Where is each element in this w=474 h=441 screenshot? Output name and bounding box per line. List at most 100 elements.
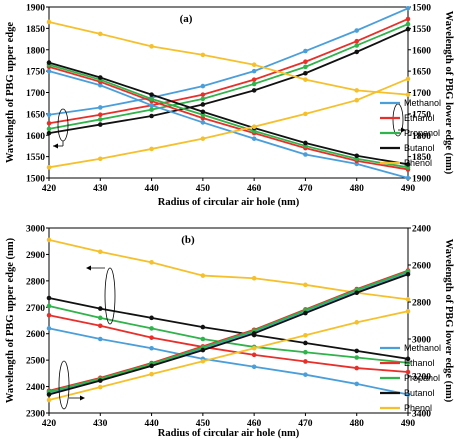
x-tick-label: 470	[298, 184, 313, 194]
y-right-tick-label: 1500	[412, 4, 431, 14]
data-point-phenol-left	[149, 260, 154, 265]
data-point-butanol-left	[97, 122, 103, 127]
legend-label-methanol: Methanol	[404, 98, 441, 108]
data-point-methanol-right	[251, 136, 257, 141]
data-point-phenol-left	[46, 19, 52, 25]
y-left-tick-label: 3000	[26, 225, 45, 235]
y-right-tick-label: 1900	[412, 175, 431, 185]
data-point-phenol-right	[200, 136, 206, 141]
data-point-ethanol-left	[46, 120, 52, 126]
y-left-tick-label: 1600	[26, 132, 45, 142]
data-point-ethanol-left	[405, 16, 411, 22]
data-point-ethanol-left	[303, 59, 308, 65]
data-point-phenol-right	[405, 76, 411, 82]
data-point-propanol-left	[97, 315, 103, 321]
y-left-tick-label: 1650	[26, 110, 45, 120]
data-point-methanol-left	[405, 392, 411, 397]
data-point-butanol-right	[149, 363, 154, 369]
data-point-propanol-left	[405, 360, 411, 366]
data-point-phenol-right	[251, 345, 257, 351]
data-point-ethanol-left	[405, 369, 411, 375]
data-point-butanol-right	[405, 162, 411, 167]
data-point-methanol-left	[149, 345, 154, 351]
x-tick-label: 480	[350, 184, 365, 194]
data-point-methanol-left	[200, 83, 206, 89]
data-point-propanol-left	[303, 64, 308, 70]
left-axis-arrowhead	[86, 265, 91, 271]
data-point-methanol-left	[251, 364, 257, 370]
data-point-phenol-right	[46, 397, 52, 403]
data-point-methanol-left	[354, 381, 360, 387]
series-line-methanol-left	[48, 327, 409, 396]
data-point-butanol-right	[354, 153, 360, 159]
data-point-butanol-right	[303, 310, 308, 316]
data-point-ethanol-left	[149, 335, 154, 340]
x-tick-label: 430	[93, 184, 108, 194]
data-point-propanol-left	[149, 326, 154, 331]
data-point-phenol-left	[97, 249, 103, 255]
legend-label-ethanol: Ethanol	[404, 358, 435, 368]
y-right-tick-label: 3200	[412, 373, 431, 383]
data-point-phenol-right	[354, 320, 360, 325]
series-line-ethanol-left	[48, 314, 409, 373]
data-point-butanol-right	[149, 92, 154, 97]
data-point-propanol-left	[97, 117, 103, 122]
x-tick-label: 440	[144, 184, 159, 194]
series-line-butanol-right	[48, 273, 409, 396]
data-point-methanol-right	[149, 103, 154, 108]
left-axis-arrowhead	[53, 143, 58, 149]
y-right-tick-label: 2800	[412, 299, 431, 309]
series-line-propanol-left	[48, 23, 409, 130]
series-line-butanol-left	[48, 297, 409, 360]
legend-label-ethanol: Ethanol	[404, 113, 435, 123]
x-tick-label: 470	[298, 419, 313, 429]
data-point-ethanol-right	[200, 115, 206, 121]
series-line-phenol-right	[48, 310, 409, 401]
data-point-methanol-left	[303, 48, 308, 54]
y-right-tick-label: 1600	[412, 46, 431, 56]
y-left-tick-label: 1700	[26, 89, 45, 99]
data-point-butanol-right	[251, 331, 257, 336]
data-point-propanol-left	[251, 81, 257, 87]
data-point-butanol-left	[46, 130, 52, 136]
series-line-phenol-right	[48, 77, 409, 169]
series-line-ethanol-right	[48, 65, 409, 171]
y-right-tick-label: 1650	[412, 68, 431, 78]
data-point-butanol-right	[46, 392, 52, 397]
series-line-propanol-right	[48, 270, 409, 393]
data-point-butanol-left	[251, 88, 257, 93]
x-tick-label: 450	[196, 419, 211, 429]
data-point-methanol-left	[251, 68, 257, 74]
legend-label-methanol: Methanol	[404, 343, 441, 353]
y-right-tick-label: 3400	[412, 410, 431, 420]
data-point-butanol-left	[46, 295, 52, 301]
data-point-phenol-left	[149, 44, 154, 49]
legend-label-phenol: Phenol	[404, 158, 432, 168]
data-point-propanol-left	[405, 21, 411, 27]
data-point-butanol-left	[149, 315, 154, 321]
y-left-tick-label: 1850	[26, 25, 45, 35]
x-tick-label: 420	[42, 184, 57, 194]
data-point-butanol-right	[354, 290, 360, 296]
y-right-tick-label: 1550	[412, 25, 431, 35]
data-point-methanol-left	[405, 5, 411, 11]
legend-label-butanol: Butanol	[404, 143, 435, 153]
chart-panel-b: 420 430 440 450 460 470 480 490 2300 2400 2500 2600…	[5, 225, 454, 440]
data-point-phenol-right	[46, 165, 52, 170]
data-point-butanol-left	[200, 324, 206, 330]
data-point-phenol-right	[354, 97, 360, 103]
data-point-propanol-left	[46, 126, 52, 132]
y-right-tick-label: 3000	[412, 336, 431, 346]
y-left-tick-label: 1900	[26, 4, 45, 14]
y-left-axis-title: Wavelength of PBG upper edge (nm)	[5, 237, 16, 403]
data-point-propanol-left	[354, 43, 360, 48]
data-point-butanol-right	[200, 347, 206, 353]
data-point-methanol-left	[97, 336, 103, 342]
y-left-tick-label: 2800	[26, 277, 45, 287]
data-point-phenol-right	[149, 146, 154, 152]
series-line-butanol-left	[48, 28, 409, 135]
data-point-butanol-left	[354, 348, 360, 354]
x-tick-label: 460	[247, 419, 262, 429]
y-right-tick-label: 1700	[412, 89, 431, 99]
y-left-tick-label: 1800	[26, 46, 45, 56]
